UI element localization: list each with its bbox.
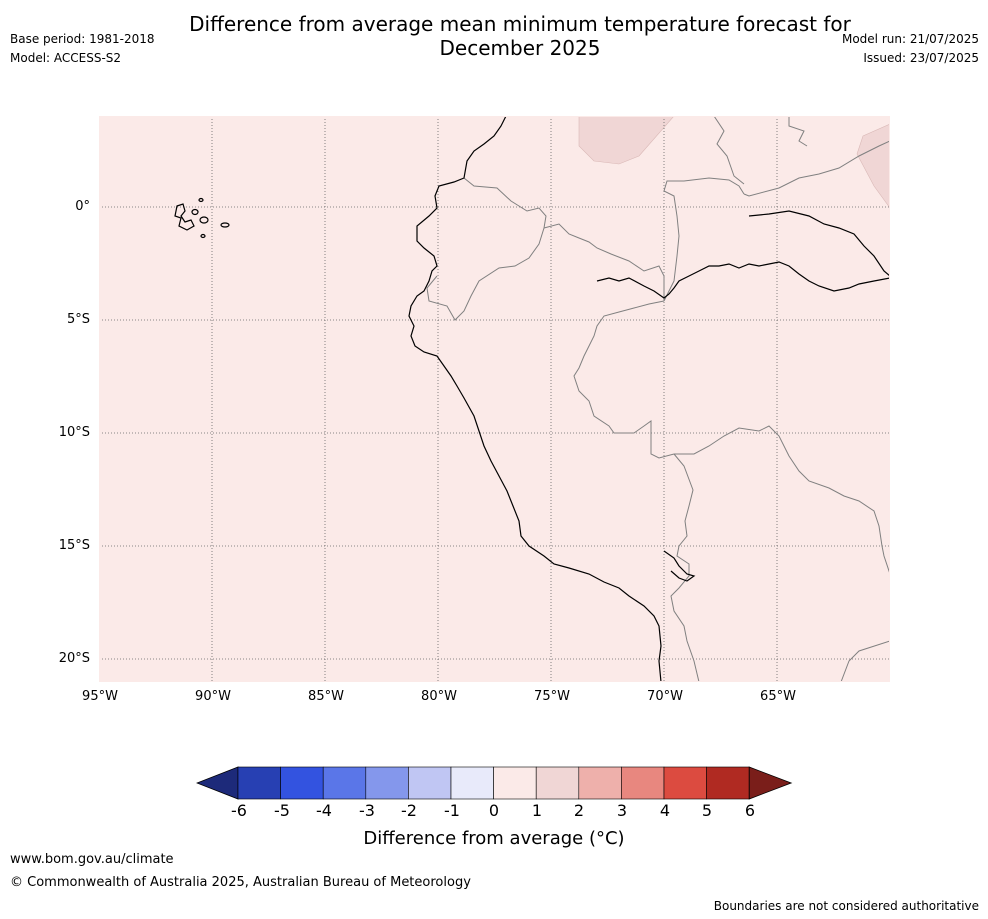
colorbar-tick: -2 [401, 801, 417, 820]
colorbar-extend-high [748, 766, 793, 800]
border-colombia-venezuela-brazil [663, 177, 745, 302]
border-colombia-venezuela [713, 115, 745, 185]
galapagos-floreana [200, 233, 206, 239]
graticule [99, 116, 890, 682]
colorbar-label: Difference from average (°C) [363, 828, 625, 849]
lon-label-75w: 75°W [534, 689, 570, 704]
footer-copyright: © Commonwealth of Australia 2025, Austra… [10, 875, 471, 890]
colorbar-cell [621, 766, 665, 800]
map-frame [99, 116, 890, 682]
lon-label-70w: 70°W [647, 689, 683, 704]
colorbar-cell [578, 766, 622, 800]
colorbar-tick: -4 [316, 801, 332, 820]
colorbar-cell [535, 766, 580, 800]
colorbar-cell [322, 766, 367, 800]
galapagos-santa-cruz [199, 216, 209, 224]
colorbar-cell [365, 766, 409, 800]
colorbar-cell [663, 766, 707, 800]
map-title: Difference from average mean minimum tem… [0, 12, 988, 60]
colorbar-cell [280, 766, 324, 800]
colorbar-cell [706, 766, 750, 800]
lon-label-80w: 80°W [421, 689, 457, 704]
colorbar-tick: 3 [616, 801, 628, 820]
border-venezuela-north [788, 116, 808, 147]
footer-disclaimer: Boundaries are not considered authoritat… [713, 899, 979, 913]
colorbar-tick: -1 [444, 801, 460, 820]
anomaly-fill-background [99, 116, 890, 682]
border-peru-bolivia [670, 453, 700, 683]
border-peru-brazil [573, 300, 675, 459]
colorbar-tick: -6 [231, 801, 247, 820]
coastline-pacific [408, 115, 662, 683]
base-period-text: Base period: 1981-2018 [10, 32, 155, 46]
colorbar-tick: 2 [573, 801, 585, 820]
galapagos-islands [174, 197, 230, 239]
colorbar-cell [237, 766, 281, 800]
lon-label-95w: 95°W [82, 689, 118, 704]
anomaly-map [99, 115, 891, 683]
title-line-1: Difference from average mean minimum tem… [189, 12, 851, 36]
lat-label-20s: 20°S [58, 651, 90, 666]
colorbar-tick: 0 [488, 801, 500, 820]
border-bolivia-paraguay [840, 640, 891, 683]
colorbar-cell [408, 766, 452, 800]
colorbar-extend-low [196, 766, 239, 800]
rio-negro [748, 210, 891, 277]
colorbar-cell [450, 766, 494, 800]
colorbar-tick: 4 [659, 801, 671, 820]
lat-label-15s: 15°S [58, 538, 90, 553]
galapagos-san-cristobal [220, 222, 230, 228]
coastlines [408, 115, 891, 683]
lat-label-0: 0° [75, 199, 90, 214]
lake-titicaca [663, 550, 696, 582]
amazon-river [596, 261, 891, 299]
footer-url: www.bom.gov.au/climate [10, 852, 174, 867]
lat-label-10s: 10°S [58, 425, 90, 440]
model-run-text: Model run: 21/07/2025 [841, 32, 979, 46]
border-venezuela-brazil [743, 140, 891, 197]
lon-label-90w: 90°W [195, 689, 231, 704]
title-line-2: December 2025 [439, 36, 601, 60]
colorbar-tick: 6 [744, 801, 756, 820]
galapagos-santiago [191, 208, 199, 216]
colorbar-tick: 5 [701, 801, 713, 820]
border-colombia-peru [543, 223, 665, 301]
colorbar [196, 766, 793, 800]
galapagos-isabela [174, 203, 195, 231]
issued-text: Issued: 23/07/2025 [863, 51, 979, 65]
map-panel [99, 115, 891, 683]
lon-label-85w: 85°W [308, 689, 344, 704]
border-ecuador-peru [426, 177, 547, 321]
galapagos-pinta [198, 197, 204, 203]
lat-label-5s: 5°S [66, 312, 90, 327]
colorbar-tick: -3 [359, 801, 375, 820]
model-text: Model: ACCESS-S2 [10, 51, 122, 65]
country-borders [426, 115, 891, 683]
colorbar-tick: 1 [531, 801, 543, 820]
lon-label-65w: 65°W [760, 689, 796, 704]
colorbar-cell [493, 766, 537, 800]
border-brazil-bolivia [674, 425, 891, 575]
colorbar-tick: -5 [274, 801, 290, 820]
